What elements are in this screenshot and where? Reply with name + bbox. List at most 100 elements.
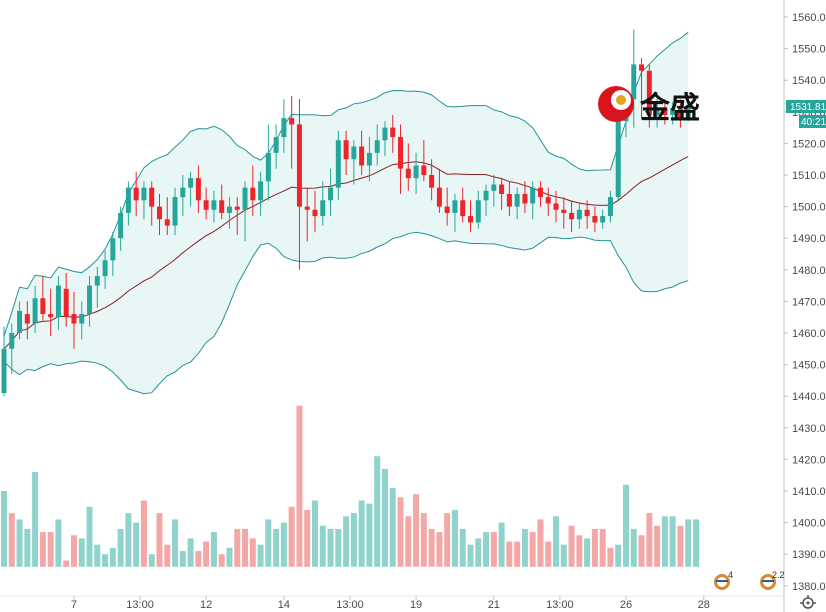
candle [48,288,54,337]
candle-body [195,178,201,201]
candle [258,171,264,217]
candle-body [141,187,147,201]
time-tick-label: 7 [71,599,77,611]
volume-bar [32,472,39,567]
candle-body [289,118,295,125]
candle [94,266,100,308]
candle-body [421,165,427,175]
volume-bar [47,532,54,567]
economic-event-marker-2[interactable]: 2.2 [760,570,785,590]
volume-bar [630,528,637,567]
volume-bar [280,522,287,567]
volume-bar [405,516,412,567]
candle-body [483,190,489,201]
candle [335,130,341,201]
candle [607,190,613,223]
candle [670,102,676,125]
price-tick-label: 1480.00 [792,265,826,277]
candle [514,187,520,220]
time-tick-label: 13:00 [126,599,154,611]
volume-bar [420,513,427,567]
candle-body [413,165,419,179]
volume-bar [24,528,31,567]
candle-body [382,127,388,141]
candle-body [258,181,264,201]
candle-body [118,212,124,239]
volume-bar [94,544,101,567]
upper-band-line [3,31,689,337]
candle-body [343,140,349,160]
candle-body [530,187,536,204]
price-tick-label: 1430.00 [792,423,826,435]
price-tick-label: 1420.00 [792,454,826,466]
candle [537,181,543,207]
candle [592,206,598,232]
volume-bar [210,532,217,567]
volume-bar [654,525,661,567]
candle [281,99,287,153]
time-tick-label: 28 [698,599,710,611]
candle [87,276,93,327]
candle [475,190,481,229]
volume-bar [436,532,443,567]
candle-body [452,200,458,213]
volume-bar [63,560,70,567]
candle-body [366,152,372,166]
candle [211,190,217,223]
candle [483,184,489,217]
candle [63,272,69,327]
candle-body [48,314,54,318]
volume-bar [576,535,583,567]
candle [569,200,575,232]
candle [491,175,497,207]
candle [600,209,606,229]
volume-bar [692,519,699,567]
candle [436,168,442,213]
volume-bar [164,544,171,567]
volume-bar [529,532,536,567]
candle-body [615,121,621,198]
candle-body [460,200,466,217]
candle [646,64,652,128]
volume-bar [125,513,132,567]
candle-body [359,146,365,166]
candle-body [677,108,683,119]
volume-bar [615,544,622,567]
candle-body [592,216,598,223]
volume-bar [335,528,342,567]
volume-bar [288,506,295,567]
candle [296,99,302,270]
candle-body [646,70,652,115]
volume-bar [358,500,365,567]
candle [110,231,116,277]
volume-bar [607,547,614,567]
candle [9,323,15,375]
volume-bar [584,538,591,567]
volume-bar [187,538,194,567]
time-tick-label: 12 [200,599,212,611]
candle [242,181,248,242]
candle-body [273,137,279,153]
candle [522,181,528,213]
candle [203,187,209,220]
candle-body [499,184,505,194]
volume-bar [350,513,357,567]
settings-gear-icon[interactable] [800,595,816,609]
candle-body [506,193,512,207]
price-tick-label: 1510.00 [792,170,826,182]
candle [413,152,419,194]
candle [654,99,660,128]
candle [164,197,170,236]
volume-bar [226,547,233,567]
economic-event-marker-1[interactable]: 4 [714,570,733,590]
candle-body [219,200,225,213]
candle-body [584,209,590,217]
price-axis[interactable]: 1560.001550.001540.001530.001520.001510.… [784,12,826,593]
candle [615,114,621,201]
time-axis[interactable]: 7 13:00 12 14 13:00 19 21 13:00 26 28 [0,595,784,611]
volume-bar [381,468,388,567]
candle [125,181,131,226]
candle [234,197,240,236]
